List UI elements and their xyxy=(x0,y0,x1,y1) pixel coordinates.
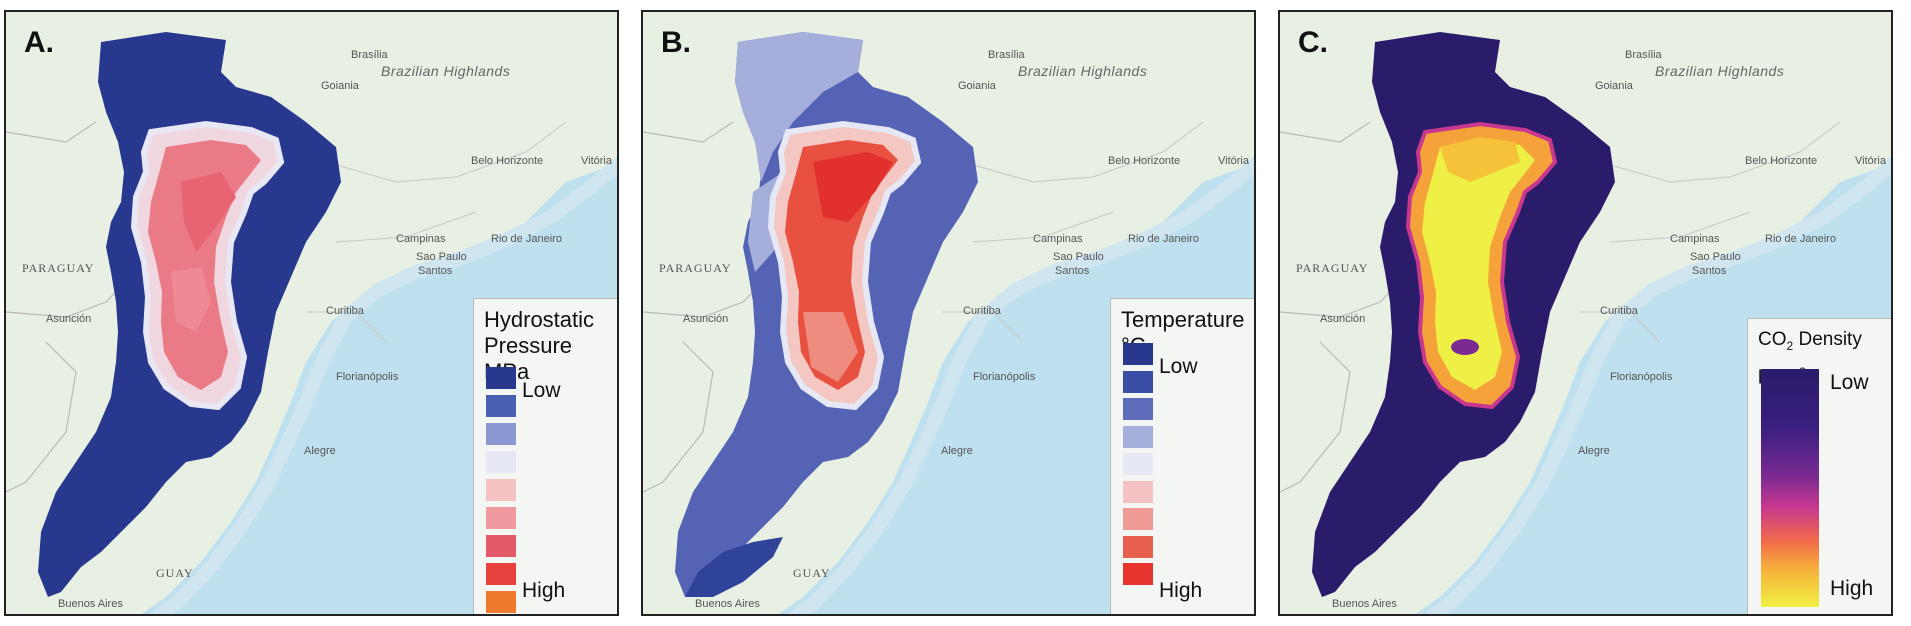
label-vitoria: Vitória xyxy=(581,155,613,167)
label-sao-paulo: Sao Paulo xyxy=(416,251,467,263)
label-rio-de-janeiro: Rio de Janeiro xyxy=(491,233,562,245)
label-paraguay: PARAGUAY xyxy=(1296,261,1368,275)
legend-swatch xyxy=(486,479,516,501)
label-santos: Santos xyxy=(418,265,453,277)
label-florianopolis: Florianópolis xyxy=(973,371,1036,383)
panel-temperature: Brasília Brazilian Highlands Goiania Bel… xyxy=(641,10,1256,616)
label-porto-alegre: Alegre xyxy=(941,445,973,457)
legend-swatch xyxy=(486,591,516,613)
label-goiania: Goiania xyxy=(321,80,360,92)
label-sao-paulo: Sao Paulo xyxy=(1053,251,1104,263)
legend-swatch xyxy=(1123,563,1153,585)
label-santos: Santos xyxy=(1692,265,1727,277)
legend-high-label: High xyxy=(522,579,566,602)
panel-co2-density: Brasília Brazilian Highlands Goiania Bel… xyxy=(1278,10,1893,616)
label-brazilian-highlands: Brazilian Highlands xyxy=(1018,63,1147,79)
legend-swatch xyxy=(486,423,516,445)
place-labels: Brasília Brazilian Highlands Goiania Bel… xyxy=(22,49,613,610)
legend-low-label: Low xyxy=(1159,355,1198,378)
label-buenos-aires: Buenos Aires xyxy=(1332,598,1397,610)
label-asuncion: Asunción xyxy=(683,313,728,325)
label-porto-alegre: Alegre xyxy=(1578,445,1610,457)
panel-letter-b: B. xyxy=(661,26,691,59)
map-co2-density: Brasília Brazilian Highlands Goiania Bel… xyxy=(1280,12,1893,616)
label-brazilian-highlands: Brazilian Highlands xyxy=(381,63,510,79)
label-buenos-aires: Buenos Aires xyxy=(695,598,760,610)
legend-high-label: High xyxy=(1159,579,1203,602)
label-asuncion: Asunción xyxy=(1320,313,1365,325)
label-goiania: Goiania xyxy=(1595,80,1634,92)
label-paraguay: PARAGUAY xyxy=(22,261,94,275)
label-campinas: Campinas xyxy=(1033,233,1083,245)
legend-hydrostatic-pressure: Hydrostatic Pressure MPa Low High xyxy=(473,298,617,614)
label-brasilia: Brasília xyxy=(988,49,1026,61)
label-santos: Santos xyxy=(1055,265,1090,277)
label-uruguay: GUAY xyxy=(156,566,194,580)
legend-swatch xyxy=(1123,370,1153,393)
label-rio-de-janeiro: Rio de Janeiro xyxy=(1128,233,1199,245)
legend-swatch xyxy=(486,535,516,557)
label-buenos-aires: Buenos Aires xyxy=(58,598,123,610)
label-belo-horizonte: Belo Horizonte xyxy=(1108,155,1180,167)
legend-swatch xyxy=(1123,425,1153,448)
label-belo-horizonte: Belo Horizonte xyxy=(1745,155,1817,167)
label-curitiba: Curitiba xyxy=(1600,305,1639,317)
label-belo-horizonte: Belo Horizonte xyxy=(471,155,543,167)
label-vitoria: Vitória xyxy=(1855,155,1887,167)
label-brazilian-highlands: Brazilian Highlands xyxy=(1655,63,1784,79)
label-brasilia: Brasília xyxy=(1625,49,1663,61)
legend-swatch xyxy=(486,507,516,529)
legend-title-prefix: CO xyxy=(1758,329,1787,350)
label-florianopolis: Florianópolis xyxy=(336,371,399,383)
map-temperature: Brasília Brazilian Highlands Goiania Bel… xyxy=(643,12,1256,616)
label-paraguay: PARAGUAY xyxy=(659,261,731,275)
label-curitiba: Curitiba xyxy=(963,305,1002,317)
legend-low-label: Low xyxy=(1830,371,1869,394)
label-florianopolis: Florianópolis xyxy=(1610,371,1673,383)
legend-co2-density: CO2 Density kg/m3 Low High xyxy=(1747,318,1891,614)
legend-swatch xyxy=(486,395,516,417)
legend-swatch xyxy=(1123,480,1153,503)
label-rio-de-janeiro: Rio de Janeiro xyxy=(1765,233,1836,245)
legend-temperature: Temperature °C Low High xyxy=(1110,298,1254,614)
place-labels: Brasília Brazilian Highlands Goiania Bel… xyxy=(1296,49,1887,610)
label-vitoria: Vitória xyxy=(1218,155,1250,167)
label-sao-paulo: Sao Paulo xyxy=(1690,251,1741,263)
panel-letter-a: A. xyxy=(24,26,54,59)
label-goiania: Goiania xyxy=(958,80,997,92)
label-curitiba: Curitiba xyxy=(326,305,365,317)
label-brasilia: Brasília xyxy=(351,49,389,61)
label-campinas: Campinas xyxy=(396,233,446,245)
map-hydrostatic-pressure: Brasília Brazilian Highlands Goiania Bel… xyxy=(6,12,619,616)
legend-swatch xyxy=(1123,453,1153,475)
legend-low-label: Low xyxy=(522,379,561,402)
legend-swatch xyxy=(486,451,516,473)
legend-swatch xyxy=(1123,343,1153,365)
legend-gradient-bar xyxy=(1761,369,1819,607)
label-asuncion: Asunción xyxy=(46,313,91,325)
legend-swatch xyxy=(1123,398,1153,420)
panel-hydrostatic-pressure: Brasília Brazilian Highlands Goiania Bel… xyxy=(4,10,619,616)
panel-letter-c: C. xyxy=(1298,26,1328,59)
legend-swatch xyxy=(486,563,516,585)
legend-swatch xyxy=(1123,535,1153,558)
legend-high-label: High xyxy=(1830,577,1874,600)
legend-swatch xyxy=(1123,508,1153,530)
label-campinas: Campinas xyxy=(1670,233,1720,245)
place-labels: Brasília Brazilian Highlands Goiania Bel… xyxy=(659,49,1250,610)
legend-title-sub: 2 xyxy=(1786,338,1794,353)
label-uruguay: GUAY xyxy=(793,566,831,580)
legend-swatch xyxy=(486,367,516,389)
label-porto-alegre: Alegre xyxy=(304,445,336,457)
